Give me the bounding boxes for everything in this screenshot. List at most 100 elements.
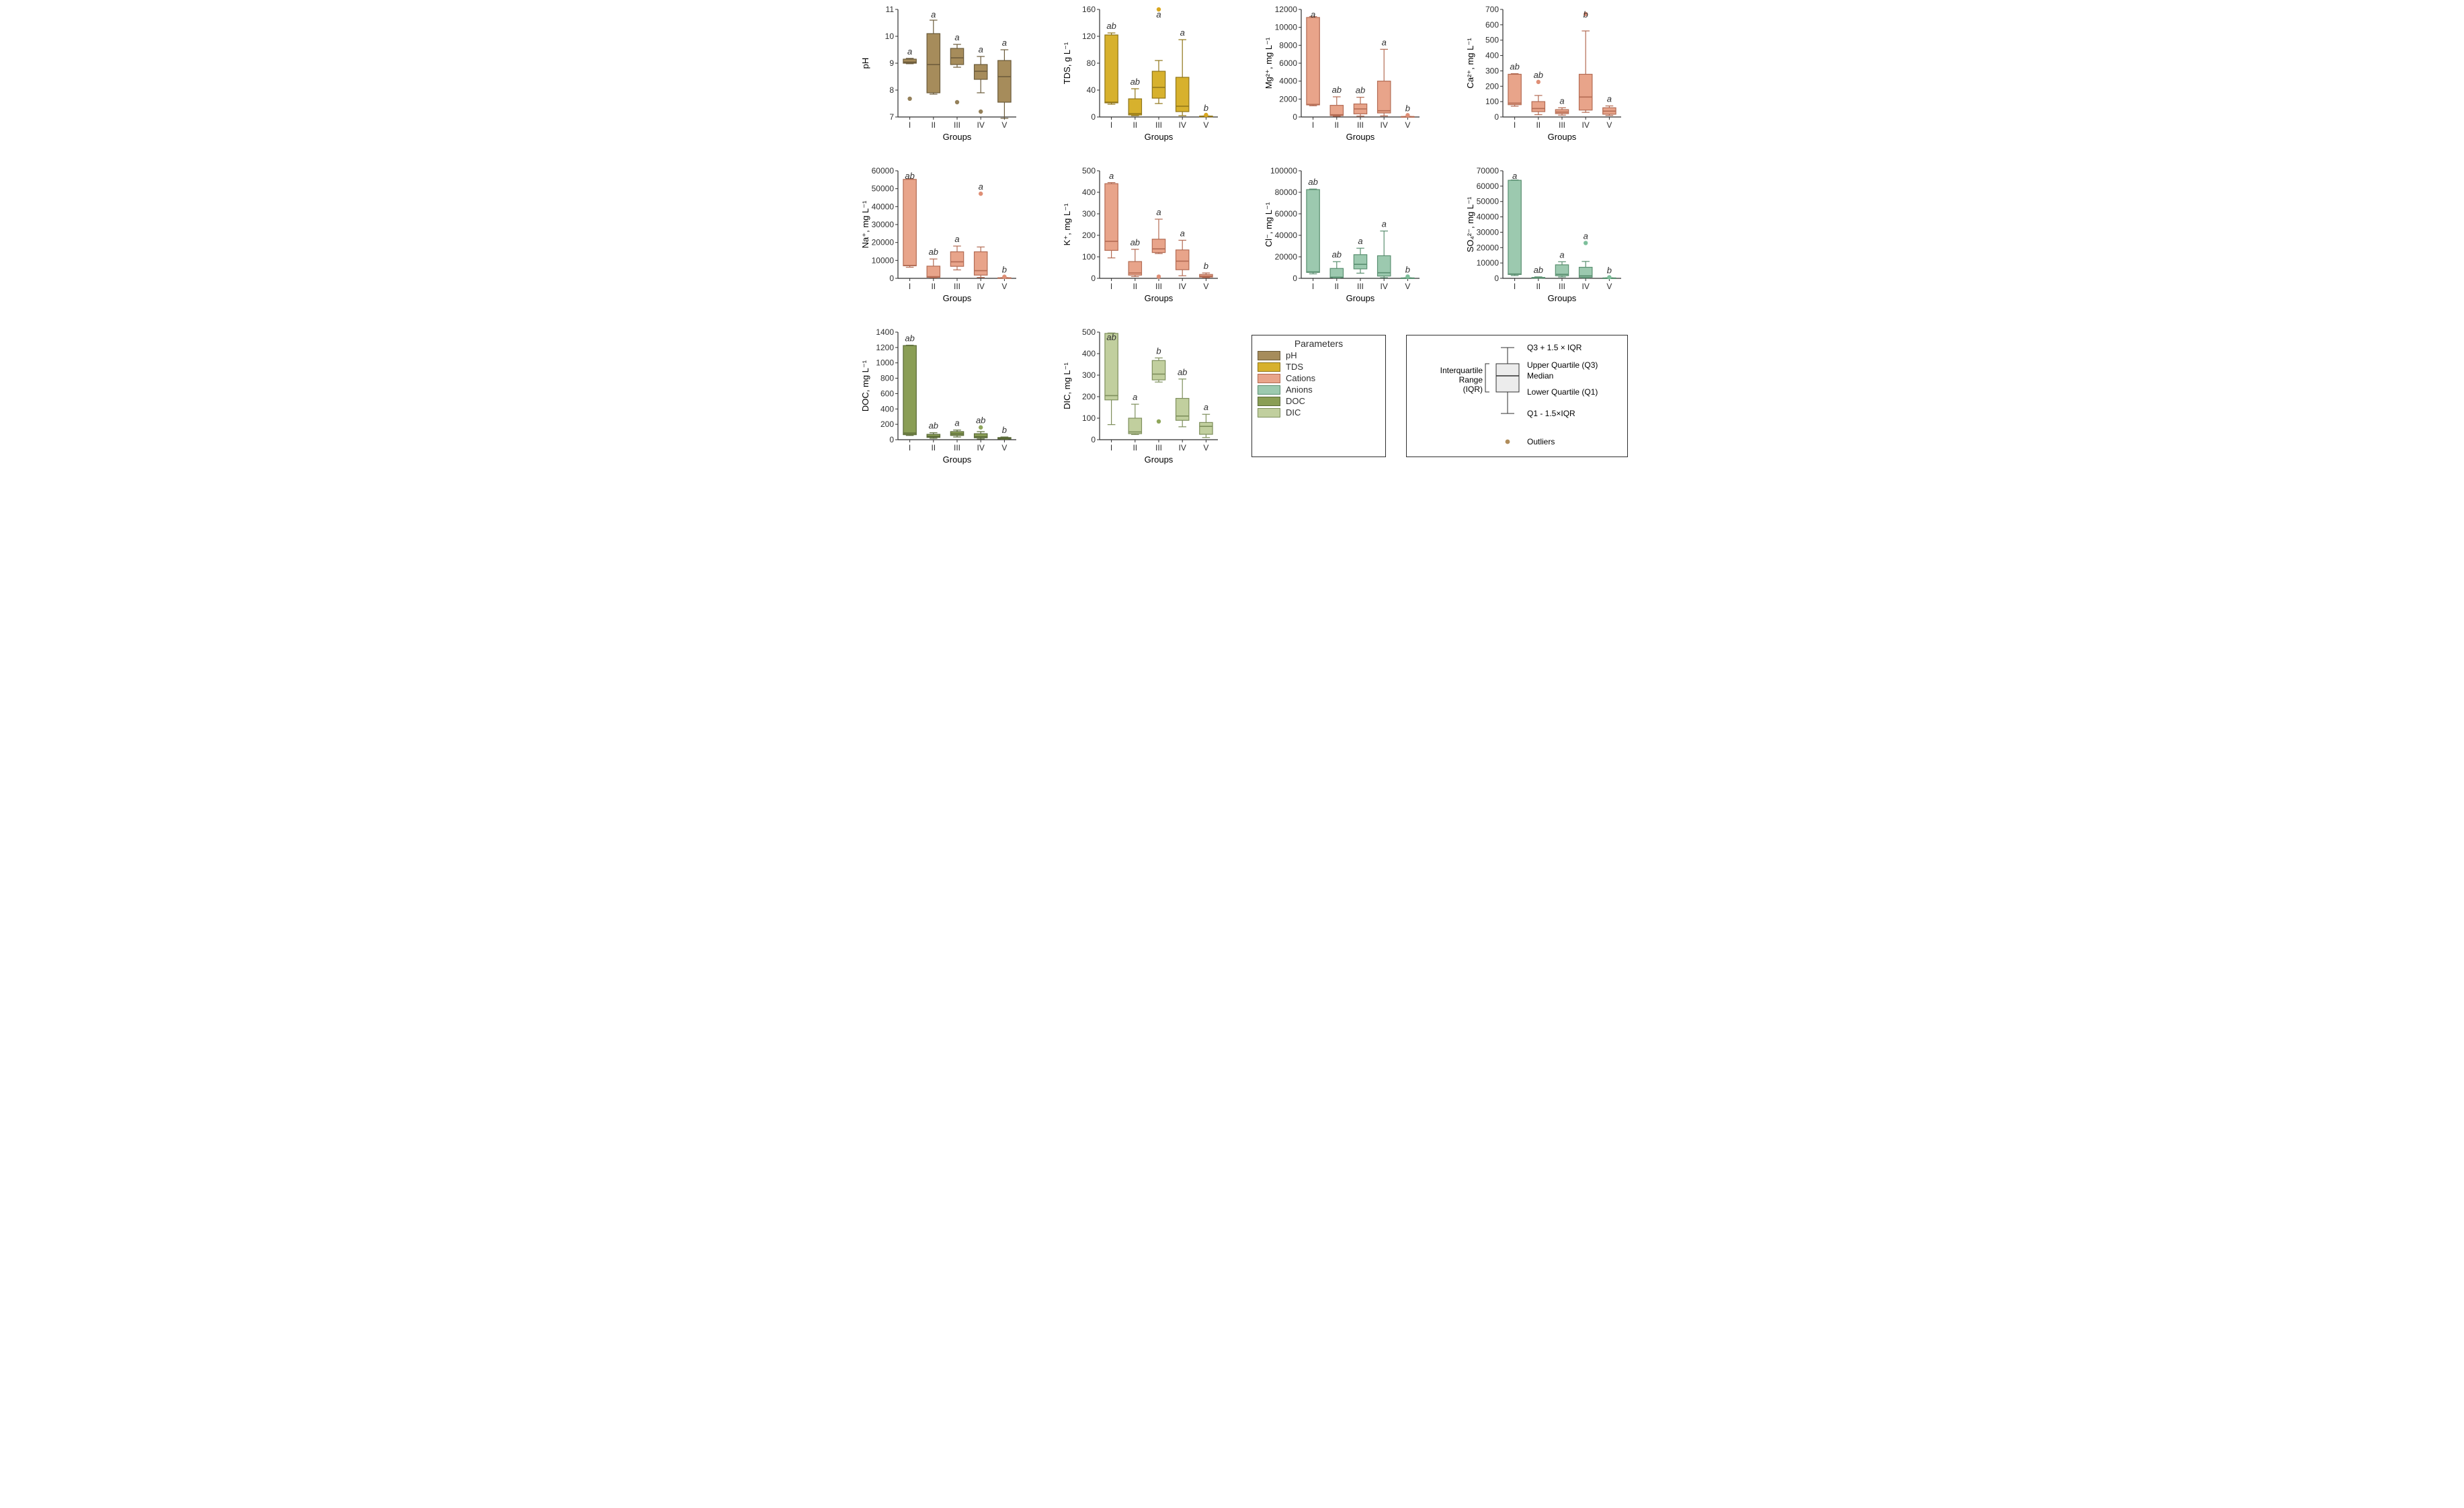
svg-text:V: V — [1606, 282, 1612, 291]
box-Na-IV — [975, 252, 987, 276]
svg-text:8000: 8000 — [1279, 40, 1297, 50]
box-Mg-I — [1307, 17, 1319, 105]
svg-text:b: b — [1002, 265, 1007, 275]
box-Ca-IV — [1579, 74, 1592, 110]
panel-DIC: 0100200300400500IIIIIIIVVGroupsDIC, mg L… — [1061, 328, 1222, 469]
svg-text:ab: ab — [1178, 367, 1187, 377]
svg-text:a: a — [1002, 38, 1007, 48]
svg-text:10000: 10000 — [872, 255, 895, 265]
box-Na-II — [927, 266, 940, 278]
svg-text:II: II — [1133, 120, 1137, 130]
svg-text:600: 600 — [1485, 20, 1499, 30]
svg-text:Groups: Groups — [1548, 132, 1577, 142]
svg-text:ab: ab — [929, 421, 938, 431]
panel-K: 0100200300400500IIIIIIIVVGroupsK⁺, mg L⁻… — [1061, 167, 1222, 308]
panel-pH: 7891011IIIIIIIVVGroupspHaaaaa — [859, 5, 1020, 147]
svg-text:a: a — [1180, 28, 1185, 38]
svg-text:II: II — [931, 282, 936, 291]
svg-text:Groups: Groups — [943, 454, 972, 465]
svg-text:ab: ab — [929, 247, 938, 257]
svg-text:ab: ab — [1534, 70, 1543, 80]
svg-text:III: III — [1155, 120, 1162, 130]
svg-text:80: 80 — [1087, 58, 1096, 68]
svg-text:V: V — [1203, 120, 1208, 130]
ylabel-TDS: TDS, g L⁻¹ — [1062, 42, 1072, 84]
svg-text:40000: 40000 — [872, 202, 895, 211]
outlier — [979, 426, 983, 430]
svg-text:6000: 6000 — [1279, 58, 1297, 68]
parameters-legend: ParameterspHTDSCationsAnionsDOCDIC — [1251, 335, 1386, 457]
svg-text:400: 400 — [1485, 51, 1499, 61]
svg-text:600: 600 — [880, 389, 894, 398]
box-K-IV — [1176, 250, 1189, 270]
svg-text:III: III — [1357, 120, 1364, 130]
svg-text:V: V — [1001, 443, 1007, 452]
svg-text:III: III — [1357, 282, 1364, 291]
svg-text:III: III — [954, 282, 960, 291]
box-pH-III — [950, 48, 963, 65]
svg-text:a: a — [954, 234, 959, 244]
panel-Cl: 020000400006000080000100000IIIIIIIVVGrou… — [1262, 167, 1424, 308]
svg-text:0: 0 — [1292, 112, 1297, 122]
svg-text:IV: IV — [977, 120, 985, 130]
svg-text:a: a — [1382, 219, 1387, 229]
svg-text:IV: IV — [1582, 282, 1590, 291]
ylabel-pH: pH — [860, 58, 870, 69]
svg-text:100: 100 — [1082, 413, 1096, 423]
outlier — [1607, 275, 1611, 279]
svg-text:1400: 1400 — [876, 328, 894, 337]
legend-label: DOC — [1286, 396, 1305, 406]
box-Cl-II — [1330, 268, 1343, 278]
svg-text:ab: ab — [1510, 62, 1519, 72]
expl-q3: Upper Quartile (Q3) — [1527, 360, 1598, 370]
svg-text:II: II — [1334, 282, 1339, 291]
svg-text:I: I — [1312, 282, 1314, 291]
svg-text:a: a — [1156, 9, 1161, 19]
expl-median: Median — [1527, 371, 1553, 381]
expl-outliers: Outliers — [1527, 437, 1555, 446]
svg-text:a: a — [1584, 231, 1588, 241]
svg-text:II: II — [1133, 282, 1137, 291]
ylabel-Mg: Mg²⁺, mg L⁻¹ — [1264, 37, 1274, 89]
svg-text:a: a — [1382, 37, 1387, 47]
svg-text:a: a — [1358, 236, 1362, 246]
svg-text:8: 8 — [889, 85, 894, 95]
svg-text:a: a — [1512, 171, 1517, 181]
svg-text:III: III — [954, 443, 960, 452]
svg-text:II: II — [1334, 120, 1339, 130]
svg-text:III: III — [1155, 443, 1162, 452]
svg-text:800: 800 — [880, 374, 894, 383]
outlier — [1157, 274, 1161, 278]
svg-text:20000: 20000 — [1275, 252, 1298, 262]
legend-swatch-DIC — [1258, 408, 1280, 418]
svg-text:11: 11 — [886, 5, 895, 14]
legend-item-pH: pH — [1258, 350, 1380, 360]
svg-text:ab: ab — [1106, 332, 1116, 342]
svg-text:0: 0 — [1091, 112, 1096, 122]
svg-text:V: V — [1203, 443, 1208, 452]
svg-text:IV: IV — [1179, 282, 1186, 291]
svg-text:IV: IV — [1381, 120, 1388, 130]
svg-text:100: 100 — [1485, 97, 1499, 106]
svg-text:0: 0 — [889, 435, 894, 444]
svg-text:III: III — [954, 120, 960, 130]
box-pH-V — [998, 61, 1011, 102]
svg-text:V: V — [1405, 282, 1410, 291]
expl-upper-whisker: Q3 + 1.5 × IQR — [1527, 343, 1582, 352]
svg-text:a: a — [1180, 228, 1185, 238]
svg-text:ab: ab — [976, 415, 985, 426]
svg-text:ab: ab — [1131, 237, 1140, 247]
svg-text:III: III — [1559, 282, 1565, 291]
ylabel-DIC: DIC, mg L⁻¹ — [1062, 362, 1072, 409]
outlier — [1157, 420, 1161, 424]
svg-text:II: II — [931, 443, 936, 452]
svg-text:700: 700 — [1485, 5, 1499, 14]
box-K-III — [1152, 239, 1165, 253]
svg-text:60000: 60000 — [872, 167, 895, 175]
svg-text:a: a — [1156, 207, 1161, 217]
svg-text:20000: 20000 — [872, 238, 895, 247]
box-TDS-II — [1128, 99, 1141, 115]
svg-text:a: a — [1109, 171, 1114, 181]
svg-text:V: V — [1606, 120, 1612, 130]
svg-text:IV: IV — [1582, 120, 1590, 130]
